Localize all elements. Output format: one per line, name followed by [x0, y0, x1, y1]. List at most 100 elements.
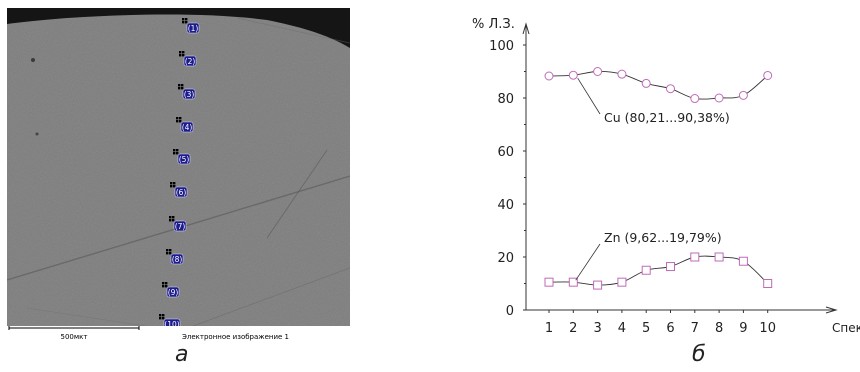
zn-annotation: Zn (9,62...19,79%) — [604, 230, 722, 245]
analysis-point-marker — [166, 252, 169, 255]
cu-leader-line — [577, 77, 601, 115]
image-caption: Электронное изображение 1 — [182, 333, 289, 341]
scale-bar-strip — [7, 326, 350, 343]
analysis-point-label: (10) — [164, 320, 179, 329]
analysis-point-marker — [182, 51, 185, 54]
data-point-zn — [617, 277, 627, 287]
y-tick-label: 60 — [497, 145, 514, 160]
analysis-point: (7) — [169, 216, 187, 232]
data-point-cu — [617, 69, 627, 79]
analysis-point-marker — [173, 149, 176, 152]
analysis-point-marker — [173, 152, 176, 155]
data-point-cu — [544, 71, 554, 81]
analysis-point-marker — [169, 216, 172, 219]
y-tick-label: 0 — [506, 304, 514, 319]
analysis-point-marker — [159, 314, 162, 317]
x-tick-label: 9 — [739, 321, 747, 336]
data-point-zn — [666, 262, 675, 272]
analysis-point-tag — [180, 121, 194, 133]
y-tick-label: 100 — [489, 39, 514, 54]
analysis-point-label: (1) — [188, 24, 199, 33]
series-line-cu — [548, 71, 768, 100]
analysis-point-marker — [182, 18, 185, 21]
analysis-point: (3) — [178, 84, 196, 100]
analysis-point-marker — [173, 185, 176, 188]
analysis-point: (4) — [176, 117, 194, 133]
y-tick-label: 40 — [497, 198, 514, 213]
analysis-point-marker — [185, 18, 188, 21]
analysis-point-marker — [178, 87, 181, 90]
analysis-point-marker — [178, 84, 181, 87]
data-point-cu — [593, 67, 603, 76]
sem-micrograph: (1) (2) (3) (4) (5) (6) (7) (8) (9) (10) 500мкт Э… — [7, 8, 350, 343]
data-point-cu — [714, 93, 724, 103]
analysis-point-label: (8) — [172, 255, 183, 264]
analysis-point-marker — [179, 120, 182, 123]
analysis-point-label: (2) — [185, 57, 196, 66]
analysis-point-tag — [166, 286, 180, 298]
panel-label-b: б — [692, 342, 706, 367]
x-tick-label: 7 — [691, 321, 699, 336]
data-point-zn — [738, 256, 748, 266]
analysis-point-marker — [159, 317, 162, 320]
analysis-point-marker — [176, 117, 179, 120]
composition-chart: 0 20 40 60 80 100 1 2 3 4 5 6 7 8 9 10 % Л.З. Спектр Cu (8… — [472, 17, 860, 336]
data-point-zn — [544, 277, 554, 287]
analysis-point-marker — [173, 182, 176, 185]
analysis-point-label: (7) — [175, 222, 186, 231]
analysis-point-marker — [176, 149, 179, 152]
y-axis-label: % Л.З. — [472, 17, 515, 32]
series-line-zn — [548, 255, 769, 286]
y-tick-label: 20 — [497, 251, 514, 266]
analysis-point-marker — [166, 249, 169, 252]
analysis-point-marker — [172, 219, 175, 222]
analysis-point-label: (3) — [184, 90, 195, 99]
analysis-point-label: (4) — [182, 123, 193, 132]
analysis-point-tag — [174, 186, 188, 198]
analysis-point: (6) — [170, 182, 188, 198]
analysis-point-tag — [183, 55, 197, 67]
analysis-point-marker — [172, 216, 175, 219]
data-point-zn — [593, 280, 603, 290]
analysis-point-tag — [173, 220, 187, 232]
data-point-zn — [568, 277, 578, 287]
analysis-point-tag — [182, 88, 196, 100]
analysis-point-label: (9) — [168, 288, 179, 297]
analysis-point-marker — [165, 285, 168, 288]
data-point-cu — [763, 70, 773, 80]
analysis-point-marker — [179, 54, 182, 57]
analysis-point-marker — [162, 285, 165, 288]
x-tick-label: 5 — [642, 321, 650, 336]
data-point-cu — [568, 70, 578, 80]
panel-label-a: a — [175, 342, 189, 367]
analysis-point: (9) — [162, 282, 180, 298]
data-point-cu — [666, 84, 675, 94]
data-point-zn — [763, 279, 773, 288]
x-tick-label: 8 — [715, 321, 723, 336]
analysis-point-tag — [177, 153, 191, 165]
analysis-point: (8) — [166, 249, 184, 265]
x-tick-label: 2 — [569, 321, 577, 336]
x-axis-arrow — [825, 306, 838, 314]
zn-leader-line — [575, 243, 601, 281]
analysis-point-marker — [169, 252, 172, 255]
analysis-point-marker — [182, 21, 185, 24]
analysis-point-marker — [165, 282, 168, 285]
analysis-point-tag — [170, 253, 184, 265]
analysis-point-marker — [162, 314, 165, 317]
analysis-point: (5) — [173, 149, 191, 165]
analysis-point-marker — [176, 120, 179, 123]
analysis-point-marker — [181, 87, 184, 90]
analysis-point-marker — [181, 84, 184, 87]
analysis-point-marker — [179, 117, 182, 120]
y-axis-arrow — [522, 22, 530, 35]
analysis-point-marker — [169, 219, 172, 222]
x-tick-label: 6 — [666, 321, 674, 336]
analysis-point-marker — [162, 317, 165, 320]
analysis-point: (2) — [179, 51, 197, 67]
analysis-point-marker — [162, 282, 165, 285]
y-tick-label: 80 — [497, 92, 514, 107]
x-tick-label: 4 — [618, 321, 626, 336]
analysis-point-marker — [185, 21, 188, 24]
analysis-point-marker — [182, 54, 185, 57]
